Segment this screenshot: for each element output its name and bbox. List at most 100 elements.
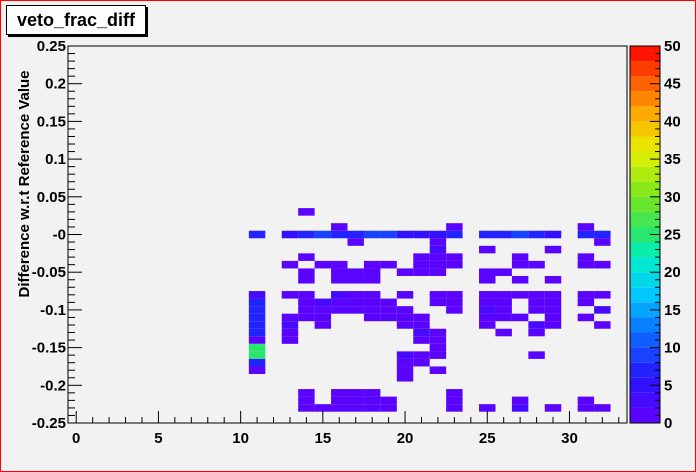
palette-band xyxy=(630,46,660,62)
heatmap-cell xyxy=(380,306,397,314)
heatmap-cell xyxy=(446,260,463,269)
heatmap-cell xyxy=(380,396,397,405)
heatmap-cell xyxy=(479,313,496,322)
palette-band xyxy=(630,106,660,122)
heatmap-cell xyxy=(528,260,545,269)
heatmap-cell xyxy=(577,223,595,231)
heatmap-cell xyxy=(413,358,430,367)
heatmap-cell xyxy=(429,260,447,269)
heatmap-cell xyxy=(446,298,463,307)
heatmap-cell xyxy=(413,260,430,269)
heatmap-cell xyxy=(528,291,545,299)
heatmap-cell xyxy=(281,230,299,239)
heatmap-cell xyxy=(413,253,430,261)
palette-band xyxy=(630,332,660,348)
heatmap-cell xyxy=(479,321,496,329)
palette-band xyxy=(630,257,660,273)
heatmap-cell xyxy=(544,306,562,314)
palette-band xyxy=(630,181,660,197)
heatmap-cell xyxy=(511,291,529,299)
heatmap-cell xyxy=(298,404,315,412)
heatmap-cell xyxy=(331,396,348,405)
heatmap-cell xyxy=(347,404,364,412)
heatmap-cell xyxy=(544,245,562,254)
heatmap-cell xyxy=(331,275,348,284)
heatmap-cell xyxy=(347,275,364,284)
x-tick-label: 25 xyxy=(479,430,496,447)
heatmap-cell xyxy=(511,253,529,261)
heatmap-cell xyxy=(511,313,529,322)
heatmap-cell xyxy=(363,268,381,276)
palette-band xyxy=(630,76,660,92)
heatmap-cell xyxy=(479,298,496,307)
heatmap-cell xyxy=(298,275,315,284)
heatmap-cell xyxy=(429,343,447,352)
y-tick-label: 0.1 xyxy=(45,151,66,168)
heatmap-cell xyxy=(298,230,315,239)
heatmap-cell xyxy=(544,313,562,322)
palette-tick-label: 35 xyxy=(664,151,681,168)
heatmap-cell xyxy=(248,291,266,299)
heatmap-cell xyxy=(363,404,381,412)
heatmap-cell xyxy=(331,389,348,397)
heatmap-cell xyxy=(298,253,315,261)
palette-band xyxy=(630,196,660,212)
heatmap-cell xyxy=(396,373,414,382)
heatmap-cell xyxy=(429,238,447,246)
heatmap-cell xyxy=(396,230,414,239)
heatmap-cell xyxy=(396,351,414,359)
heatmap-cell xyxy=(544,321,562,329)
heatmap-cell xyxy=(511,396,529,405)
heatmap-cell xyxy=(413,336,430,344)
heatmap-cell xyxy=(446,389,463,397)
heatmap-cell xyxy=(363,230,381,239)
heatmap-cell xyxy=(347,291,364,299)
chart-title: veto_frac_diff xyxy=(6,5,147,35)
palette-band xyxy=(630,317,660,333)
heatmap-cell xyxy=(446,306,463,314)
heatmap-cell xyxy=(347,238,364,246)
y-axis-label: Difference w.r.t Reference Value xyxy=(16,70,33,297)
heatmap-cell xyxy=(248,328,266,337)
heatmap-cell xyxy=(281,321,299,329)
heatmap-cell xyxy=(248,336,266,344)
heatmap-cell xyxy=(446,223,463,231)
heatmap-cell xyxy=(429,291,447,299)
heatmap-cell xyxy=(363,260,381,269)
heatmap-cell xyxy=(479,268,496,276)
heatmap-cell xyxy=(298,306,315,314)
heatmap-cell xyxy=(413,230,430,239)
heatmap-cell xyxy=(331,306,348,314)
heatmap-cell xyxy=(347,389,364,397)
heatmap-cell xyxy=(331,404,348,412)
heatmap-cell xyxy=(528,230,545,239)
heatmap-cell xyxy=(363,291,381,299)
heatmap-cell xyxy=(495,230,512,239)
palette-band xyxy=(630,377,660,393)
palette-band xyxy=(630,302,660,318)
heatmap-cell xyxy=(594,321,611,329)
heatmap-cell xyxy=(248,306,266,314)
heatmap-cell xyxy=(363,306,381,314)
heatmap-cell xyxy=(363,389,381,397)
heatmap-cell xyxy=(594,260,611,269)
heatmap-cell xyxy=(298,291,315,299)
palette-band xyxy=(630,136,660,152)
heatmap-cell xyxy=(528,321,545,329)
heatmap-cell xyxy=(544,404,562,412)
heatmap-cell xyxy=(248,230,266,239)
heatmap-cell xyxy=(347,396,364,405)
palette-band xyxy=(630,347,660,363)
heatmap-cell xyxy=(429,298,447,307)
heatmap-cell xyxy=(577,291,595,299)
y-tick-label: 0.25 xyxy=(37,38,66,55)
heatmap-cells xyxy=(248,208,611,412)
heatmap-cell xyxy=(511,404,529,412)
heatmap-cell xyxy=(396,268,414,276)
palette-band xyxy=(630,242,660,258)
heatmap-cell xyxy=(248,343,266,352)
heatmap-cell xyxy=(594,291,611,299)
heatmap-cell xyxy=(413,351,430,359)
heatmap-cell xyxy=(479,230,496,239)
